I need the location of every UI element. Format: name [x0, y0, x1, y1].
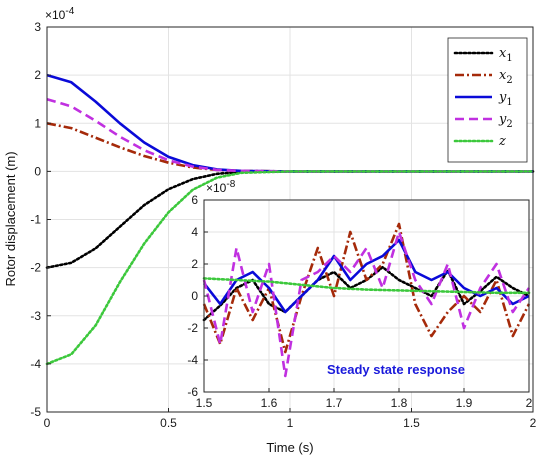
x-tick-label: 0.5 — [160, 416, 177, 430]
y-tick-label: -3 — [30, 309, 41, 323]
y-tick-label: 1 — [34, 116, 41, 130]
legend-label-z: z — [498, 134, 506, 149]
inset-y-exponent: ×10-8 — [206, 179, 236, 195]
legend-box — [447, 37, 528, 163]
y-tick-label: -1 — [30, 213, 41, 227]
y-tick-label: -5 — [30, 405, 41, 419]
x-tick-label: 1.8 — [391, 396, 408, 410]
inset-chart: 1.5 1.6 1.7 1.8 1.9 2 -6 -4 -2 0 2 4 6 ×10-8 Steady … — [187, 179, 532, 410]
y-tick-label: 2 — [34, 68, 41, 82]
x-tick-label: 2 — [526, 396, 533, 410]
series-z-line — [202, 277, 531, 295]
legend-label-y2: y2 — [498, 112, 513, 130]
x-tick-label: 1.9 — [456, 396, 473, 410]
series-y2-line — [202, 230, 531, 378]
y-tick-label: -2 — [187, 321, 198, 335]
series-x2-line — [202, 222, 531, 354]
y-tick-label: 0 — [34, 164, 41, 178]
inset-series-group — [202, 222, 531, 378]
y-tick-label: 3 — [34, 20, 41, 34]
y-tick-label: 0 — [191, 289, 198, 303]
series-z-line — [45, 170, 535, 366]
y-tick-label: 6 — [191, 193, 198, 207]
y-axis-label: Rotor displacement (m) — [3, 151, 18, 286]
y-tick-label: -6 — [187, 385, 198, 399]
series-y2-line — [46, 97, 533, 173]
x-axis-label: Time (s) — [266, 440, 313, 455]
main-tick-labels: 0 0.5 1 1.5 2 -5 -4 -3 -2 -1 0 1 2 3 — [30, 20, 536, 430]
series-x2-line — [46, 122, 533, 173]
legend: x1 x2 y1 y2 z — [447, 37, 528, 163]
x-tick-label: 1.5 — [196, 396, 213, 410]
y-tick-label: -4 — [30, 357, 41, 371]
y-tick-label: 4 — [191, 225, 198, 239]
legend-label-y1: y1 — [498, 90, 513, 108]
y-tick-label: -2 — [30, 261, 41, 275]
main-y-exponent: ×10-4 — [45, 6, 75, 22]
y-tick-label: -4 — [187, 353, 198, 367]
main-series-group — [45, 73, 535, 366]
inset-annotation: Steady state response — [327, 362, 465, 377]
x-tick-label: 1 — [287, 416, 294, 430]
y-tick-label: 2 — [191, 257, 198, 271]
x-tick-label: 0 — [44, 416, 51, 430]
x-tick-label: 1.7 — [326, 396, 343, 410]
legend-label-x2: x2 — [499, 68, 513, 86]
inset-tick-labels: 1.5 1.6 1.7 1.8 1.9 2 -6 -4 -2 0 2 4 6 — [187, 193, 532, 410]
legend-label-x1: x1 — [499, 46, 513, 64]
x-tick-label: 1.5 — [403, 416, 420, 430]
x-tick-label: 1.6 — [261, 396, 278, 410]
x-tick-label: 2 — [530, 416, 537, 430]
